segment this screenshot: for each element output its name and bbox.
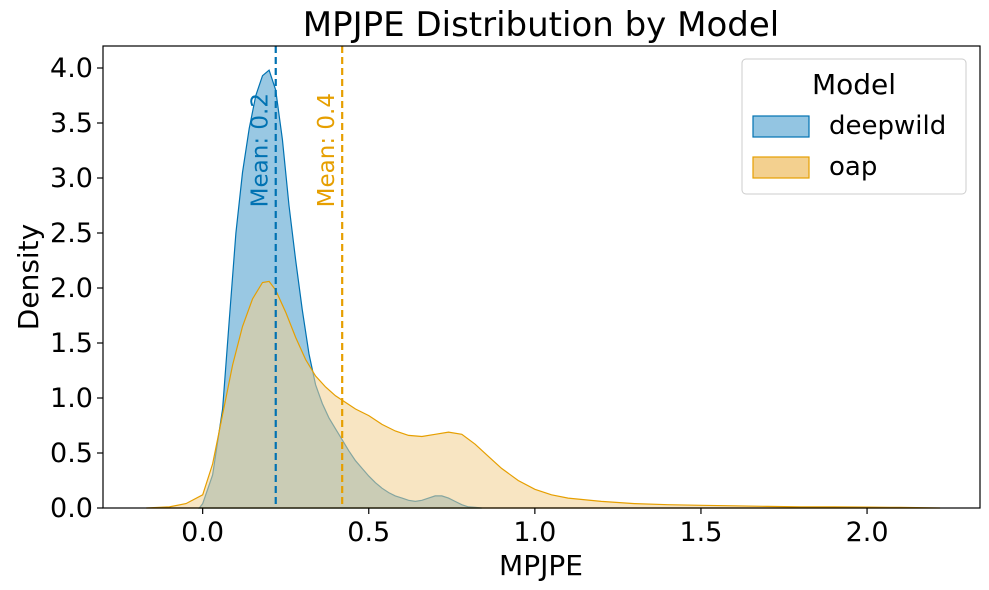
legend-label-oap: oap [829, 152, 877, 182]
y-tick-label: 2.0 [50, 273, 93, 304]
plot-frame [102, 45, 981, 509]
density-area-oap [146, 280, 941, 509]
legend-swatch-oap [752, 156, 810, 179]
y-axis-label: Density [12, 224, 45, 330]
y-tick-label: 2.5 [50, 218, 93, 249]
y-tick-label: 4.0 [50, 53, 93, 84]
x-axis-label: MPJPE [499, 549, 583, 582]
y-tick-label: 3.5 [50, 108, 93, 139]
y-tick-label: 3.0 [50, 163, 93, 194]
x-tick-label: 2.0 [846, 517, 889, 548]
legend-label-deepwild: deepwild [829, 111, 946, 141]
y-tick-label: 1.0 [50, 383, 93, 414]
legend-swatch-deepwild [752, 115, 810, 138]
x-tick-label: 0.0 [181, 517, 224, 548]
legend-title: Model [812, 68, 896, 101]
x-axis: 0.0 0.5 1.0 1.5 2.0 [181, 508, 889, 548]
chart-title: MPJPE Distribution by Model [303, 5, 779, 45]
x-tick-label: 1.0 [513, 517, 556, 548]
legend: Model deepwild oap [741, 58, 967, 195]
x-tick-label: 0.5 [347, 517, 390, 548]
y-tick-label: 0.5 [50, 438, 93, 469]
y-tick-label: 1.5 [50, 328, 93, 359]
y-axis: 0.0 0.5 1.0 1.5 2.0 2.5 3.0 3.5 4.0 [50, 53, 103, 524]
y-tick-label: 0.0 [50, 493, 93, 524]
plot-area: Mean: 0.2 Mean: 0.4 [146, 46, 941, 509]
mean-label-oap: Mean: 0.4 [314, 93, 340, 207]
mean-label-deepwild: Mean: 0.2 [248, 93, 274, 207]
x-tick-label: 1.5 [679, 517, 722, 548]
